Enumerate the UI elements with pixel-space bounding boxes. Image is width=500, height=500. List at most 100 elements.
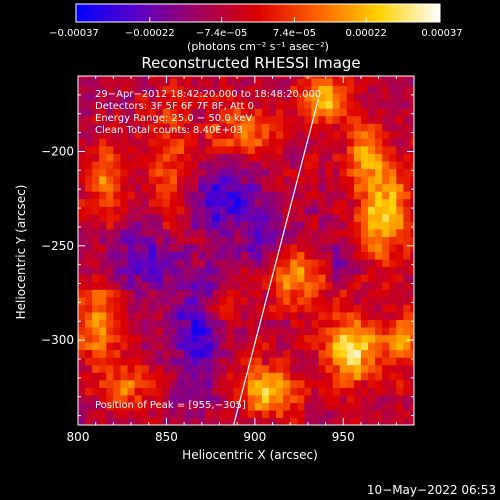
heatmap-cell bbox=[311, 394, 320, 403]
heatmap-cell bbox=[120, 228, 129, 237]
heatmap-cell bbox=[346, 108, 355, 117]
heatmap-cell bbox=[148, 357, 157, 366]
heatmap-cell bbox=[169, 123, 178, 132]
heatmap-cell bbox=[106, 334, 114, 343]
heatmap-cell bbox=[311, 243, 320, 253]
heatmap-cell bbox=[127, 341, 136, 351]
heatmap-cell bbox=[389, 311, 397, 320]
heatmap-cell bbox=[78, 372, 86, 381]
heatmap-cell bbox=[276, 326, 284, 336]
heatmap-cell bbox=[148, 372, 157, 381]
heatmap-cell bbox=[276, 409, 284, 419]
heatmap-cell bbox=[219, 213, 228, 222]
heatmap-cell bbox=[297, 183, 305, 192]
heatmap-cell bbox=[346, 145, 355, 154]
heatmap-cell bbox=[254, 92, 263, 102]
heatmap-cell bbox=[311, 130, 320, 139]
heatmap-cell bbox=[113, 183, 122, 192]
heatmap-cell bbox=[410, 296, 414, 305]
heatmap-cell bbox=[191, 198, 199, 207]
heatmap-cell bbox=[276, 92, 284, 102]
heatmap-cell bbox=[304, 289, 313, 298]
heatmap-cell bbox=[389, 402, 397, 411]
heatmap-cell bbox=[162, 409, 171, 419]
heatmap-cell bbox=[339, 372, 348, 381]
heatmap-cell bbox=[141, 77, 150, 87]
heatmap-cell bbox=[127, 417, 136, 425]
heatmap-cell bbox=[191, 108, 199, 117]
heatmap-cell bbox=[254, 191, 263, 200]
heatmap-cell bbox=[389, 281, 397, 290]
heatmap-cell bbox=[177, 289, 185, 298]
heatmap-cell bbox=[254, 364, 263, 373]
heatmap-cell bbox=[78, 243, 86, 253]
heatmap-cell bbox=[261, 319, 270, 328]
heatmap-cell bbox=[276, 85, 284, 94]
heatmap-cell bbox=[120, 100, 129, 109]
heatmap-cell bbox=[410, 77, 414, 87]
heatmap-cell bbox=[198, 357, 206, 366]
heatmap-cell bbox=[169, 258, 178, 268]
heatmap-cell bbox=[205, 417, 213, 425]
heatmap-cell bbox=[332, 77, 341, 87]
heatmap-cell bbox=[304, 130, 313, 139]
heatmap-cell bbox=[198, 153, 206, 162]
heatmap-cell bbox=[396, 319, 404, 328]
heatmap-cell bbox=[141, 372, 150, 381]
heatmap-cell bbox=[127, 206, 136, 215]
heatmap-cell bbox=[304, 281, 313, 290]
heatmap-cell bbox=[318, 251, 327, 260]
heatmap-cell bbox=[403, 77, 412, 87]
heatmap-cell bbox=[276, 198, 284, 207]
heatmap-cell bbox=[198, 130, 206, 139]
heatmap-cell bbox=[375, 100, 383, 109]
heatmap-cell bbox=[283, 364, 291, 373]
heatmap-cell bbox=[360, 198, 369, 207]
heatmap-cell bbox=[92, 228, 100, 237]
heatmap-cell bbox=[290, 183, 298, 192]
heatmap-cell bbox=[205, 409, 213, 419]
heatmap-cell bbox=[353, 243, 362, 253]
heatmap-cell bbox=[240, 274, 249, 283]
heatmap-cell bbox=[92, 175, 100, 185]
heatmap-cell bbox=[375, 372, 383, 381]
heatmap-cell bbox=[276, 206, 284, 215]
heatmap-cell bbox=[219, 138, 228, 147]
heatmap-cell bbox=[268, 258, 277, 268]
heatmap-cell bbox=[410, 311, 414, 320]
heatmap-cell bbox=[184, 76, 192, 79]
heatmap-cell bbox=[219, 387, 228, 396]
heatmap-cell bbox=[226, 175, 235, 185]
heatmap-cell bbox=[304, 85, 313, 94]
heatmap-cell bbox=[332, 221, 341, 230]
heatmap-cell bbox=[318, 319, 327, 328]
heatmap-cell bbox=[134, 394, 143, 403]
heatmap-cell bbox=[304, 409, 313, 419]
heatmap-cell bbox=[254, 296, 263, 305]
heatmap-cell bbox=[134, 115, 143, 124]
heatmap-cell bbox=[127, 357, 136, 366]
heatmap-cell bbox=[120, 387, 129, 396]
heatmap-cell bbox=[169, 153, 178, 162]
heatmap-cell bbox=[127, 213, 136, 222]
heatmap-cell bbox=[268, 349, 277, 358]
heatmap-cell bbox=[191, 206, 199, 215]
heatmap-cell bbox=[240, 221, 249, 230]
heatmap-cell bbox=[332, 183, 341, 192]
heatmap-cell bbox=[113, 228, 122, 237]
heatmap-cell bbox=[283, 221, 291, 230]
heatmap-cell bbox=[403, 115, 412, 124]
heatmap-cell bbox=[410, 258, 414, 268]
heatmap-cell bbox=[382, 379, 390, 388]
heatmap-cell bbox=[254, 198, 263, 207]
heatmap-cell bbox=[120, 183, 129, 192]
heatmap-cell bbox=[382, 191, 390, 200]
heatmap-cell bbox=[226, 289, 235, 298]
heatmap-cell bbox=[368, 402, 376, 411]
heatmap-cell bbox=[318, 115, 327, 124]
heatmap-cell bbox=[233, 145, 242, 154]
heatmap-cell bbox=[247, 341, 256, 351]
heatmap-cell bbox=[113, 296, 122, 305]
heatmap-cell bbox=[113, 213, 122, 222]
heatmap-cell bbox=[120, 417, 129, 425]
